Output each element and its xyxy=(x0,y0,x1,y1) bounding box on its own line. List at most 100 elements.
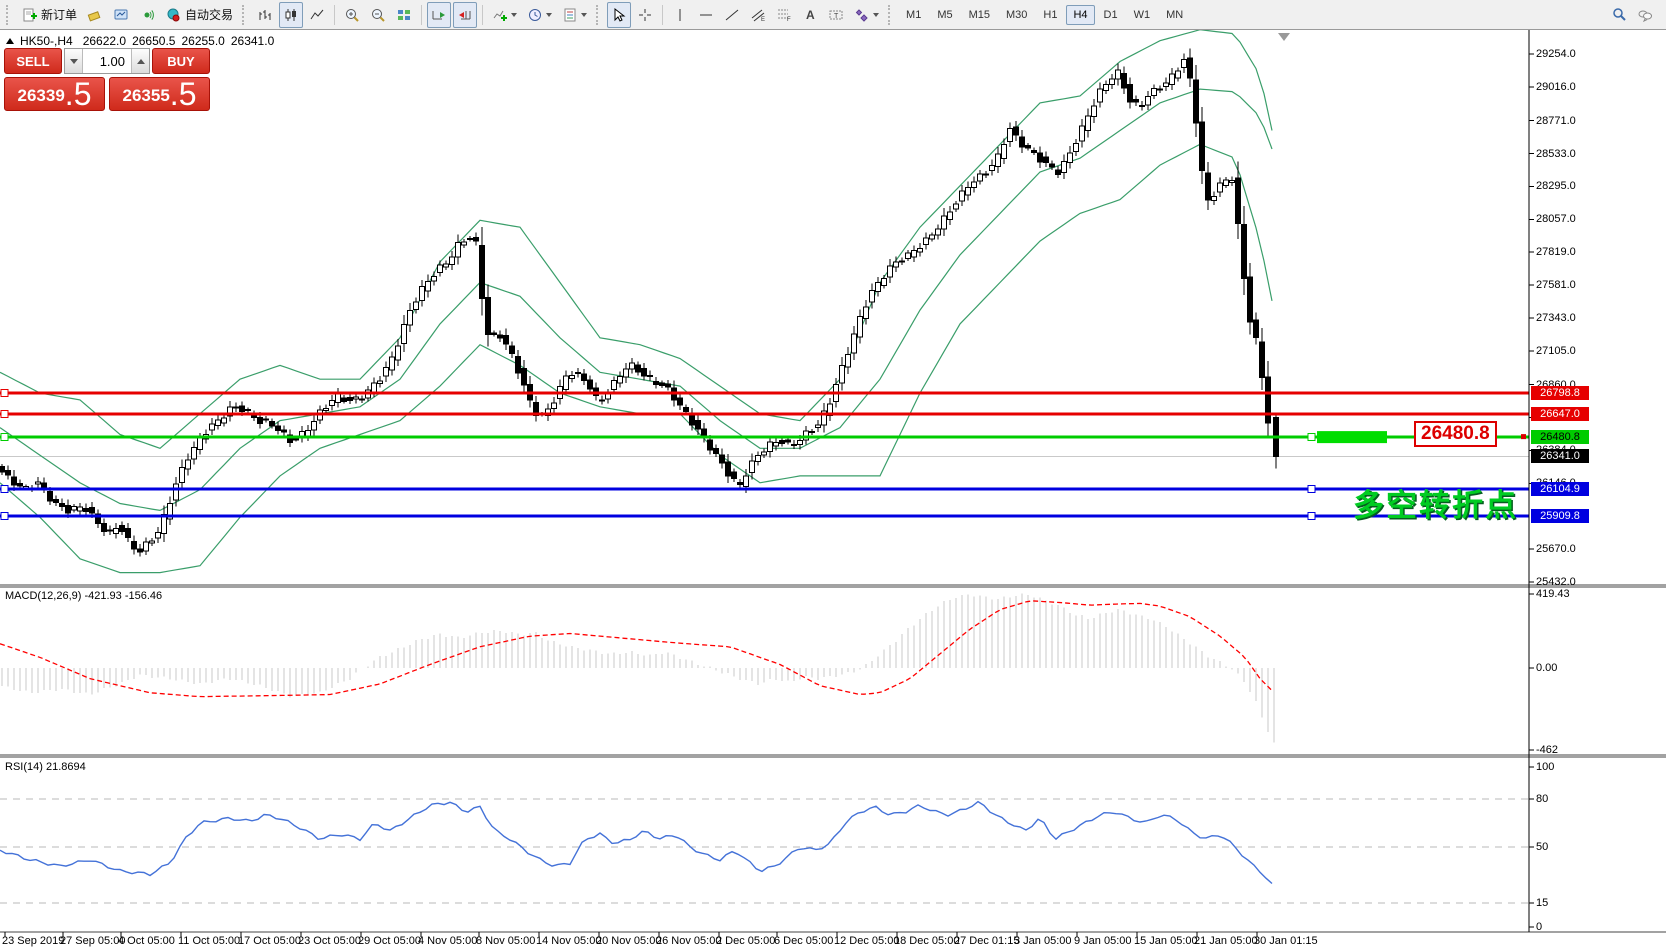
time-axis-label: 30 Jan 01:15 xyxy=(1254,935,1318,947)
equidistant-channel-button[interactable]: E xyxy=(746,2,770,28)
time-axis-label: 27 Dec 01:15 xyxy=(954,935,1020,947)
vline-icon xyxy=(679,8,681,21)
tile-icon xyxy=(398,9,411,20)
price-callout[interactable]: 26480.8 xyxy=(1414,421,1497,447)
resistance-line-2[interactable] xyxy=(0,410,1529,419)
templates-button[interactable] xyxy=(558,2,591,28)
line-handle[interactable] xyxy=(1307,433,1316,442)
macd-axis-label: 419.43 xyxy=(1536,588,1570,600)
trendline-button[interactable] xyxy=(720,2,744,28)
volume-input[interactable] xyxy=(83,49,131,73)
auto-scroll-button[interactable] xyxy=(427,1,452,28)
toolbar: 新订单 自动交易 E F A T M1 M5 M15 M30 H1 H4 D1 W1 MN xyxy=(0,0,1666,30)
line-handle[interactable] xyxy=(0,433,9,442)
line-handle[interactable] xyxy=(0,389,9,398)
time-axis-label: 23 Oct 05:00 xyxy=(298,935,361,947)
line-handle[interactable] xyxy=(0,485,9,494)
line-handle[interactable] xyxy=(1307,485,1316,494)
price-badge: 25909.8 xyxy=(1531,509,1589,523)
macd-signal-line xyxy=(0,600,1273,698)
periods-button[interactable] xyxy=(523,2,556,28)
timeframe-m30-button[interactable]: M30 xyxy=(1006,8,1028,21)
svg-text:A: A xyxy=(806,8,815,22)
timeframe-mn-button[interactable]: MN xyxy=(1166,8,1184,21)
crosshair-button[interactable] xyxy=(633,2,657,28)
chat-button[interactable] xyxy=(1633,2,1657,28)
search-icon xyxy=(1613,7,1626,21)
buy-price-frac: .5 xyxy=(169,76,197,112)
price-badge: 26341.0 xyxy=(1531,449,1589,463)
timeframe-h4-button[interactable]: H4 xyxy=(1066,4,1095,25)
chat-icon xyxy=(1638,10,1652,22)
time-axis-label: 15 Jan 05:00 xyxy=(1134,935,1198,947)
candlestick-chart-button[interactable] xyxy=(279,1,304,28)
candles-icon xyxy=(285,8,297,21)
eraser-icon xyxy=(87,10,101,22)
chart-window[interactable]: HK50-,H4 26622.0 26650.5 26255.0 26341.0… xyxy=(0,30,1666,950)
signals-button[interactable] xyxy=(135,2,159,28)
vertical-line-button[interactable] xyxy=(668,2,692,28)
line-handle[interactable] xyxy=(1307,511,1316,520)
chart-shift-marker xyxy=(1278,33,1290,41)
text-label-button[interactable]: T xyxy=(824,2,848,28)
text-button[interactable]: A xyxy=(798,2,822,28)
toolbar-separator xyxy=(242,4,248,25)
line-chart-button[interactable] xyxy=(305,2,329,28)
tile-windows-button[interactable] xyxy=(392,2,416,28)
delete-objects-button[interactable] xyxy=(83,2,107,28)
chart-canvas[interactable] xyxy=(0,30,1666,950)
triangle-up-icon xyxy=(136,58,145,64)
fibonacci-button[interactable]: F xyxy=(772,2,796,28)
timeframe-m5-button[interactable]: M5 xyxy=(937,8,953,21)
buy-button[interactable]: BUY xyxy=(152,48,210,74)
buy-price-box[interactable]: 26355.5 xyxy=(109,77,210,111)
zoom-out-button[interactable] xyxy=(366,2,390,28)
time-axis-label: 4 Nov 05:00 xyxy=(418,935,478,947)
turning-point-annotation[interactable]: 多空转折点 xyxy=(1353,488,1518,523)
toolbar-separator xyxy=(662,4,664,25)
timeframe-m1-button[interactable]: M1 xyxy=(906,8,922,21)
indicators-icon xyxy=(493,10,508,21)
chart-frame xyxy=(0,30,1666,937)
zoom-in-button[interactable] xyxy=(340,2,364,28)
timeframe-h1-button[interactable]: H1 xyxy=(1043,8,1058,21)
chart-shift-button[interactable] xyxy=(453,1,478,28)
auto-trading-button[interactable]: 自动交易 xyxy=(161,2,237,28)
timeframe-m15-button[interactable]: M15 xyxy=(968,8,990,21)
new-order-button[interactable]: 新订单 xyxy=(17,2,81,28)
support-line-2[interactable] xyxy=(0,511,1529,520)
time-axis-label: 2 Dec 05:00 xyxy=(716,935,776,947)
support-line-1[interactable] xyxy=(0,485,1529,494)
pivot-line[interactable] xyxy=(0,433,1529,442)
timeframe-d1-button[interactable]: D1 xyxy=(1103,8,1118,21)
bar-high: 26650.5 xyxy=(132,34,176,48)
macd-label: MACD(12,26,9) -421.93 -156.46 xyxy=(5,590,163,602)
timeframe-w1-button[interactable]: W1 xyxy=(1133,8,1151,21)
indicators-button[interactable] xyxy=(488,2,521,28)
price-badge: 26104.9 xyxy=(1531,482,1589,496)
search-button[interactable] xyxy=(1607,2,1631,28)
arrows-button[interactable] xyxy=(850,2,883,28)
cursor-button[interactable] xyxy=(607,1,632,28)
price-axis-label: 25432.0 xyxy=(1536,576,1576,588)
toolbar-right xyxy=(1606,2,1666,28)
price-badge: 26647.0 xyxy=(1531,407,1589,421)
publish-chart-button[interactable] xyxy=(109,2,133,28)
resistance-line-1[interactable] xyxy=(0,389,1529,398)
sell-button[interactable]: SELL xyxy=(4,48,62,74)
line-handle[interactable] xyxy=(0,511,9,520)
chartshift-icon xyxy=(459,10,471,19)
volume-increase-button[interactable] xyxy=(131,49,149,73)
price-axis-label: 25670.0 xyxy=(1536,543,1576,555)
rsi-axis-label: 100 xyxy=(1536,761,1555,773)
highlighted-segment[interactable] xyxy=(1317,431,1387,444)
sell-price-box[interactable]: 26339.5 xyxy=(4,77,105,111)
collapse-icon[interactable] xyxy=(6,38,14,44)
bar-chart-button[interactable] xyxy=(253,2,277,28)
horizontal-line-button[interactable] xyxy=(694,2,718,28)
bar-low: 26255.0 xyxy=(181,34,225,48)
cursor-icon xyxy=(614,7,626,22)
signal-icon xyxy=(144,9,154,20)
volume-decrease-button[interactable] xyxy=(65,49,83,73)
line-handle[interactable] xyxy=(0,410,9,419)
